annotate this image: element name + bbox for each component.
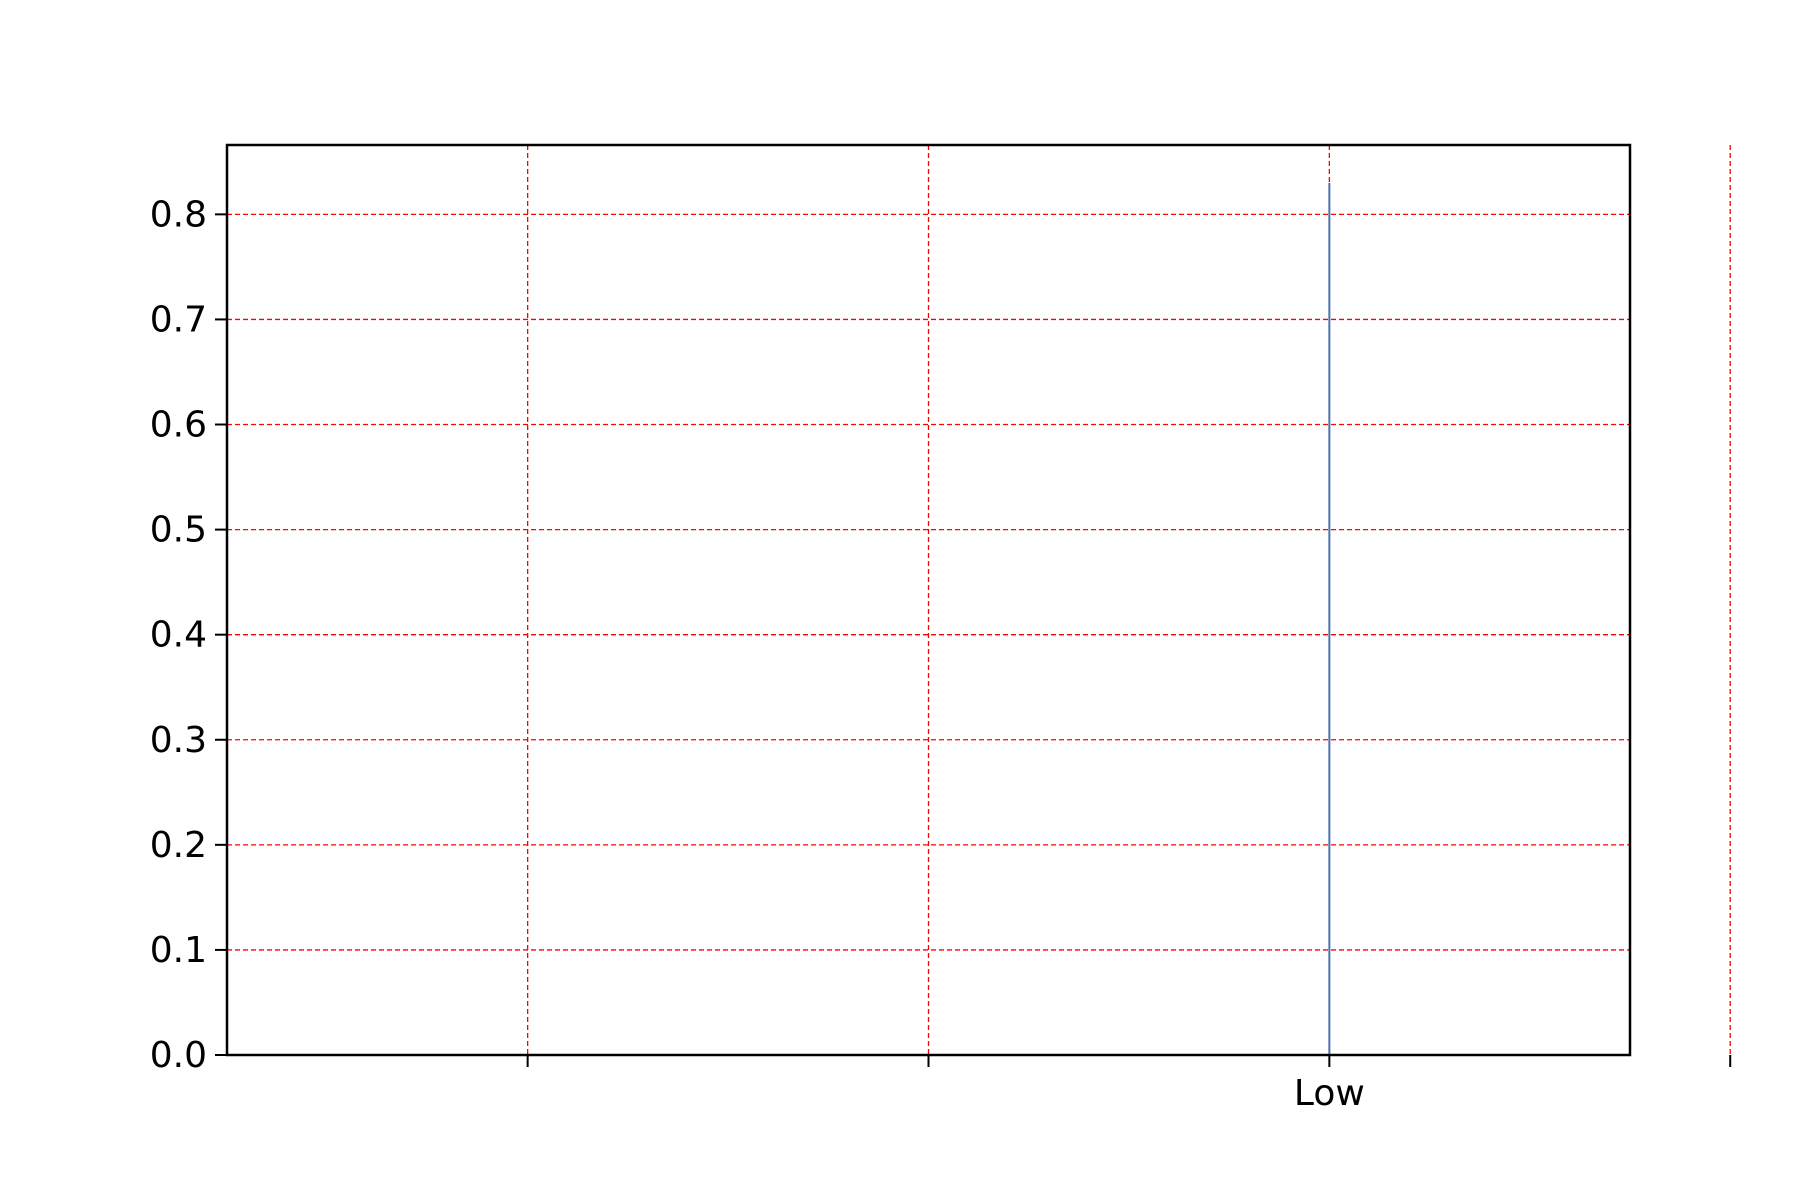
- y-tick-label: 0.8: [150, 194, 207, 235]
- grid-lines: [227, 145, 1731, 1056]
- y-tick-label: 0.1: [150, 930, 207, 971]
- y-tick-label: 0.2: [150, 825, 207, 866]
- x-axis: Low: [526, 1055, 1732, 1114]
- x-tick-label: Low: [1294, 1073, 1365, 1114]
- y-axis: 0.0 0.1 0.2 0.3 0.4 0.5 0.6 0.7 0.8: [150, 194, 227, 1076]
- y-tick-label: 0.5: [150, 510, 207, 551]
- y-tick-label: 0.4: [150, 615, 207, 656]
- y-tick-label: 0.7: [150, 299, 207, 340]
- bar-series: [1328, 182, 1331, 1055]
- bar: [1328, 182, 1331, 1055]
- y-tick-label: 0.0: [150, 1035, 207, 1076]
- y-tick-label: 0.3: [150, 720, 207, 761]
- y-tick-label: 0.6: [150, 405, 207, 446]
